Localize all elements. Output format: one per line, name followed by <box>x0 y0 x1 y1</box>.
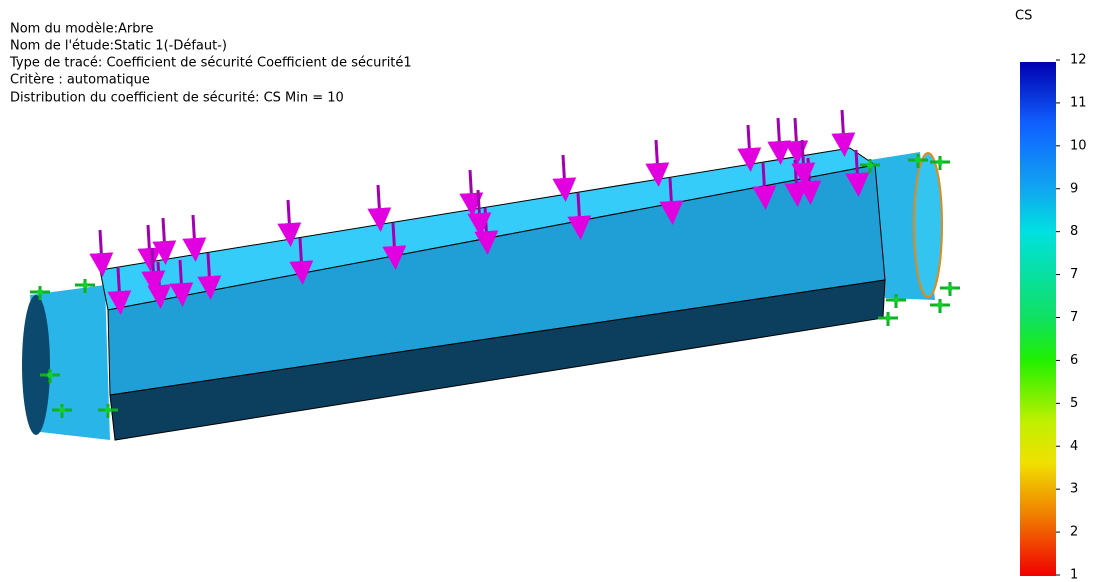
fixture-dot <box>82 282 88 288</box>
fixture-dot <box>947 285 953 291</box>
load-arrow <box>393 223 395 258</box>
legend-label: 6 <box>1070 353 1078 368</box>
load-arrow <box>856 150 858 185</box>
fixture-dot <box>867 162 873 168</box>
info-line: Type de tracé: Coefficient de sécurité C… <box>9 56 412 71</box>
load-arrow <box>100 230 102 265</box>
fixture-dot <box>885 315 891 321</box>
fixture-dot <box>937 302 943 308</box>
load-arrow <box>778 118 780 153</box>
load-arrow <box>670 178 672 213</box>
simulation-view: Nom du modèle:Arbre Nom de l'étude:Stati… <box>0 0 1104 582</box>
load-arrow <box>163 218 165 253</box>
legend-label: 11 <box>1070 95 1087 110</box>
legend-label: 3 <box>1070 482 1078 497</box>
legend-label: 9 <box>1070 181 1078 196</box>
legend-label: 10 <box>1070 138 1087 153</box>
legend-label: 8 <box>1070 224 1078 239</box>
legend-label: 7 <box>1070 310 1078 325</box>
fixture-dot <box>937 159 943 165</box>
info-line: Critère : automatique <box>10 73 150 88</box>
load-arrow <box>808 158 810 193</box>
load-arrow <box>485 208 487 243</box>
load-arrow <box>748 125 750 160</box>
fixture-dot <box>915 157 921 163</box>
legend-label: 12 <box>1070 53 1087 68</box>
info-line: Nom de l'étude:Static 1(-Défaut-) <box>10 39 227 54</box>
load-arrow <box>288 200 290 235</box>
load-arrow <box>180 260 182 295</box>
legend-label: 1 <box>1070 568 1078 582</box>
info-line: Distribution du coefficient de sécurité:… <box>10 91 344 106</box>
load-arrow <box>763 163 765 198</box>
load-arrow <box>208 253 210 288</box>
legend-label: 5 <box>1070 396 1078 411</box>
load-arrow <box>148 225 150 260</box>
fixture-dot <box>105 407 111 413</box>
load-arrow <box>563 155 565 190</box>
legend-title: CS <box>1015 9 1032 24</box>
load-arrow <box>378 185 380 220</box>
legend-label: 2 <box>1070 525 1078 540</box>
load-arrow <box>470 170 472 205</box>
color-bar <box>1020 62 1056 576</box>
load-arrow <box>193 215 195 250</box>
legend-label: 7 <box>1070 267 1078 282</box>
load-arrow <box>158 262 160 297</box>
load-arrow <box>842 110 844 145</box>
load-arrow <box>656 140 658 175</box>
left-end <box>22 295 50 435</box>
fixture-dot <box>59 407 65 413</box>
load-arrow <box>118 268 120 303</box>
load-arrow <box>152 248 154 283</box>
right-end <box>914 153 942 297</box>
info-line: Nom du modèle:Arbre <box>10 22 154 37</box>
load-arrow <box>802 140 804 175</box>
fixture-dot <box>47 372 53 378</box>
fixture-dot <box>893 297 899 303</box>
load-arrow <box>795 118 797 153</box>
load-arrow <box>478 190 480 225</box>
load-arrow <box>578 193 580 228</box>
legend-label: 4 <box>1070 439 1078 454</box>
load-arrow <box>300 238 302 273</box>
page: Nom du modèle:Arbre Nom de l'étude:Stati… <box>0 0 1104 582</box>
load-arrow <box>795 160 797 195</box>
fixture-dot <box>37 289 43 295</box>
